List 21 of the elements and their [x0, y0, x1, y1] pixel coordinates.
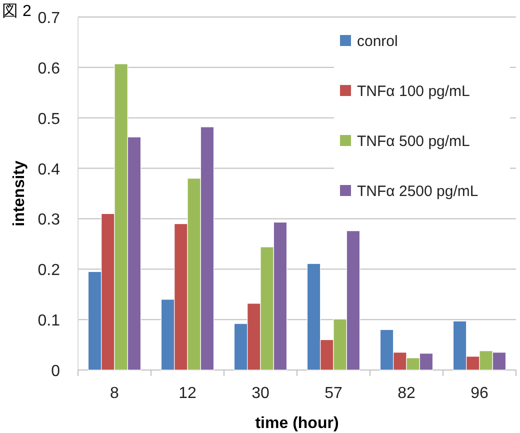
y-tick-label: 0.2 [38, 262, 60, 280]
legend-label: TNFα 500 pg/mL [357, 133, 470, 150]
x-tick-label: 96 [470, 385, 488, 402]
x-tick-label: 57 [324, 385, 342, 402]
legend-label: TNFα 100 pg/mL [357, 83, 470, 100]
legend-label: conrol [357, 33, 398, 50]
legend-label: TNFα 2500 pg/mL [357, 183, 478, 200]
y-tick-label: 0.7 [38, 10, 60, 27]
x-tick-label: 8 [110, 385, 120, 402]
y-tick-label: 0.6 [38, 60, 60, 78]
y-tick-label: 0 [51, 363, 60, 380]
x-tick-label: 30 [252, 385, 270, 402]
y-tick-label: 0.1 [38, 312, 60, 330]
y-axis-title: intensity [11, 160, 28, 226]
chart-title: 図 2 [2, 3, 32, 20]
x-tick-label: 82 [398, 385, 416, 402]
y-tick-label: 0.3 [38, 212, 60, 229]
x-tick-label: 12 [178, 385, 196, 402]
y-tick-label: 0.5 [38, 110, 60, 128]
x-axis-title: time (hour) [255, 415, 339, 432]
y-tick-label: 0.4 [38, 161, 60, 178]
